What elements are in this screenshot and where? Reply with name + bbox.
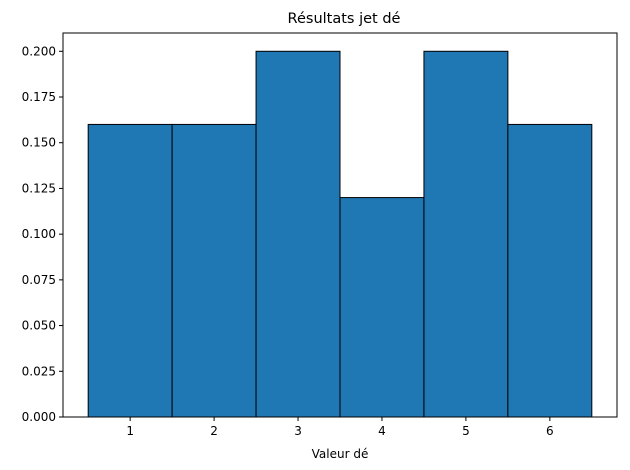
y-tick-label: 0.150: [22, 136, 56, 150]
bars: [87, 50, 593, 418]
y-tick-label: 0.100: [22, 227, 56, 241]
bar-3: [255, 50, 341, 418]
bar-1: [87, 123, 173, 418]
x-tick-label: 3: [294, 424, 302, 438]
y-tick-label: 0.025: [22, 364, 56, 378]
plot-area-frame: [62, 32, 618, 418]
bar-2: [171, 123, 257, 418]
y-tick-label: 0.075: [22, 273, 56, 287]
x-tick-label: 1: [126, 424, 134, 438]
bar-4: [339, 197, 425, 418]
y-tick-label: 0.000: [22, 410, 56, 424]
y-axis-ticks: 0.000 0.025 0.050 0.075 0.100 0.125 0.150 0.175…: [22, 44, 63, 424]
y-tick-label: 0.175: [22, 90, 56, 104]
x-tick-label: 4: [378, 424, 386, 438]
x-tick-label: 5: [462, 424, 470, 438]
y-tick-label: 0.200: [22, 44, 56, 58]
x-tick-label: 6: [546, 424, 554, 438]
x-axis-label: Valeur dé: [312, 447, 369, 461]
x-tick-label: 2: [210, 424, 218, 438]
x-axis-ticks: 1 2 3 4 5 6: [126, 417, 554, 438]
chart-title: Résultats jet dé: [288, 11, 401, 27]
bar-5: [423, 50, 509, 418]
bar-6: [507, 123, 593, 418]
y-tick-label: 0.050: [22, 319, 56, 333]
y-tick-label: 0.125: [22, 181, 56, 195]
